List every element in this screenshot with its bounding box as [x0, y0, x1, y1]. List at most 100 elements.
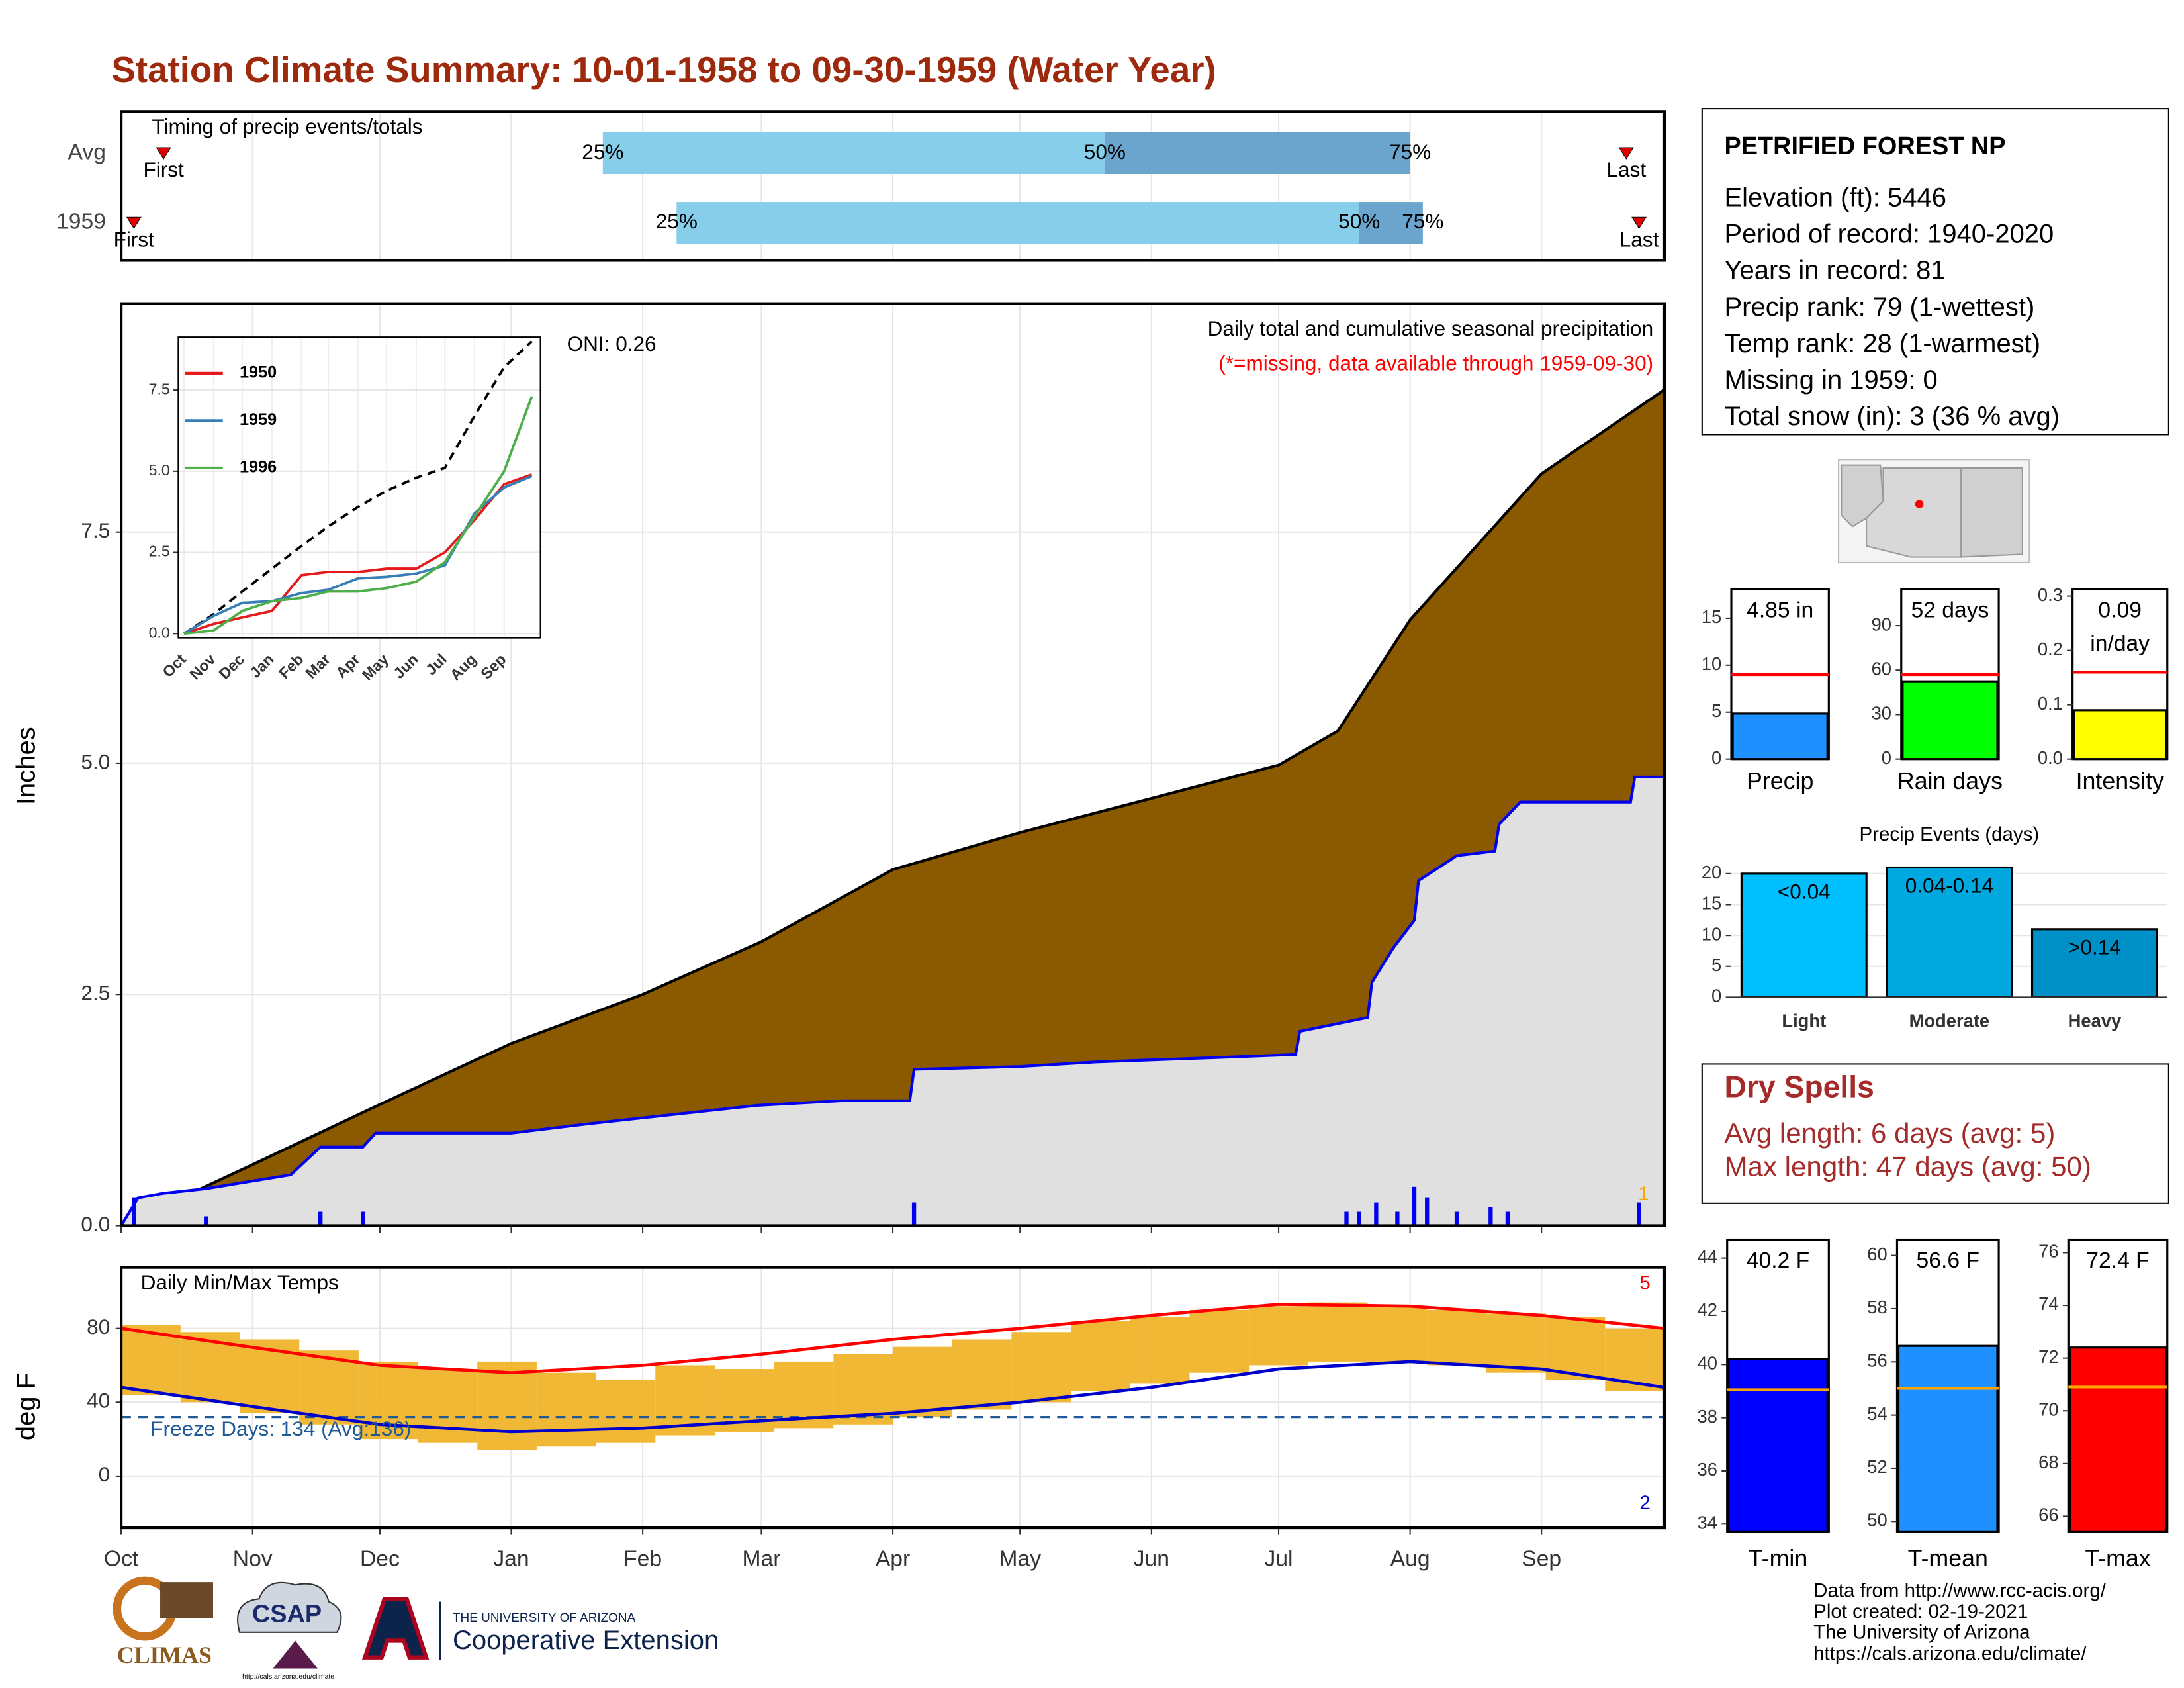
panel-title: Daily total and cumulative seasonal prec… [1208, 316, 1653, 340]
y-tick-label: 90 [1872, 614, 1891, 634]
logo-csap: CSAP http://cals.arizona.edu/climate [237, 1581, 342, 1681]
x-tick-label: Mar [302, 651, 333, 682]
temp-range-bar [1308, 1302, 1368, 1362]
station-info: Missing in 1959: 0 [1724, 365, 1937, 395]
station-box [1701, 108, 2169, 436]
daily-bar [1344, 1211, 1349, 1226]
inset-line [183, 396, 533, 635]
station-info: Temp rank: 28 (1-warmest) [1724, 329, 2040, 358]
temp-average-line [120, 1303, 1665, 1374]
y-tick-label: 0.0 [149, 624, 170, 641]
x-tick-label: Nov [186, 650, 218, 682]
y-tick-label: 40 [87, 1389, 110, 1413]
y-tick-label: 7.5 [149, 380, 170, 397]
station-info: Precip rank: 79 (1-wettest) [1724, 293, 2034, 322]
temp-range-bar [952, 1339, 1012, 1410]
y-tick-label: 66 [2038, 1505, 2058, 1525]
temp-range-bar [1071, 1321, 1130, 1391]
daily-bar [1637, 1202, 1641, 1226]
dry-spells-text: Avg length: 6 days (avg: 5) [1724, 1117, 2055, 1149]
station-info: Total snow (in): 3 (36 % avg) [1724, 402, 2060, 431]
y-tick-label: 50 [1867, 1510, 1887, 1530]
value-label: 0.09 in/day [2090, 598, 2150, 656]
temp-range-bar [536, 1372, 596, 1447]
y-category-label: Avg [68, 140, 106, 164]
value-label: 56.6 F [1917, 1248, 1979, 1273]
timing-marker [156, 147, 171, 160]
y-tick-label: 0.0 [2038, 747, 2063, 768]
logo-text: CSAP [252, 1601, 322, 1628]
dry-spells-title: Dry Spells [1724, 1070, 1874, 1104]
y-tick-label: 5 [1711, 955, 1721, 975]
corner-label: 1 [1638, 1183, 1649, 1205]
station-dot [1915, 500, 1924, 508]
temp-range-bar [893, 1346, 952, 1417]
x-tick-label: Jun [1134, 1546, 1169, 1571]
x-tick-label: Sep [477, 651, 509, 682]
timing-marker [1618, 147, 1634, 160]
y-tick-label: 42 [1698, 1299, 1717, 1320]
timing-label: 50% [1084, 140, 1126, 164]
y-tick-label: 7.5 [81, 518, 110, 542]
timing-label: First [114, 227, 155, 251]
timing-label: 25% [656, 209, 698, 233]
inset-line [183, 473, 533, 635]
y-tick-label: 52 [1867, 1456, 1887, 1477]
x-tick-label: Aug [447, 651, 480, 684]
logo-text: CLIMAS [117, 1642, 212, 1668]
x-tick-label: Oct [159, 650, 189, 680]
dry-spells-box [1701, 1063, 2169, 1204]
x-tick-label: Feb [623, 1546, 662, 1571]
oni-label: ONI: 0.26 [567, 332, 657, 355]
timing-label: Last [1619, 227, 1659, 251]
timing-bar [676, 202, 1359, 244]
bar [1886, 866, 2013, 999]
y-tick-label: 38 [1698, 1406, 1717, 1427]
bar [1727, 1358, 1829, 1533]
y-tick-label: 0.0 [81, 1212, 110, 1236]
timing-label: 25% [582, 140, 623, 164]
value-label: 40.2 F [1747, 1248, 1809, 1273]
timing-label: 75% [1402, 209, 1443, 233]
x-tick-label: Apr [876, 1546, 910, 1571]
temp-range-bar [596, 1380, 656, 1443]
y-tick-label: 0.1 [2038, 693, 2063, 714]
y-tick-label: 60 [1872, 658, 1891, 679]
y-tick-label: 40 [1698, 1353, 1717, 1374]
y-tick-label: 0 [1882, 747, 1891, 768]
y-tick-label: 15 [1702, 606, 1721, 627]
freeze-label: Freeze Days: 134 (Avg:136) [150, 1417, 411, 1440]
logo-shape [362, 1597, 430, 1660]
x-tick-label: Sep [1522, 1546, 1561, 1571]
value-label: >0.14 [2068, 935, 2121, 959]
y-tick-label: 70 [2038, 1399, 2058, 1419]
timing-bar [602, 132, 1105, 174]
x-tick-label: Jul [422, 651, 450, 679]
bar [1901, 680, 1999, 761]
timing-marker [1631, 216, 1647, 230]
inset-line [183, 475, 533, 635]
daily-bar [1395, 1211, 1400, 1226]
value-label: 72.4 F [2086, 1248, 2149, 1273]
daily-bar [361, 1211, 365, 1226]
station-info: Period of record: 1940-2020 [1724, 220, 2054, 249]
page-title: Station Climate Summary: 10-01-1958 to 0… [111, 49, 1216, 90]
logo-ua: THE UNIVERSITY OF ARIZONA Cooperative Ex… [362, 1597, 719, 1660]
timing-marker [126, 216, 142, 230]
logo-shape [160, 1582, 214, 1618]
value-label: <0.04 [1778, 880, 1831, 904]
y-tick-label: 76 [2038, 1241, 2058, 1262]
temp-range-bar [1130, 1317, 1190, 1384]
y-tick-label: 5 [1711, 700, 1721, 721]
footer-text: Data from http://www.rcc-acis.org/ [1813, 1580, 2107, 1602]
bar [1897, 1344, 1999, 1533]
station-info: Years in record: 81 [1724, 256, 1945, 285]
value-label: 4.85 in [1747, 598, 1813, 623]
temp-range-bar [1189, 1309, 1250, 1373]
logo-text: THE UNIVERSITY OF ARIZONA [453, 1611, 636, 1625]
logo-shape [237, 1581, 342, 1633]
x-category-label: Light [1782, 1011, 1826, 1031]
inset-background [178, 337, 541, 638]
temp-range-bar [1367, 1306, 1428, 1362]
x-tick-label: May [999, 1546, 1041, 1571]
